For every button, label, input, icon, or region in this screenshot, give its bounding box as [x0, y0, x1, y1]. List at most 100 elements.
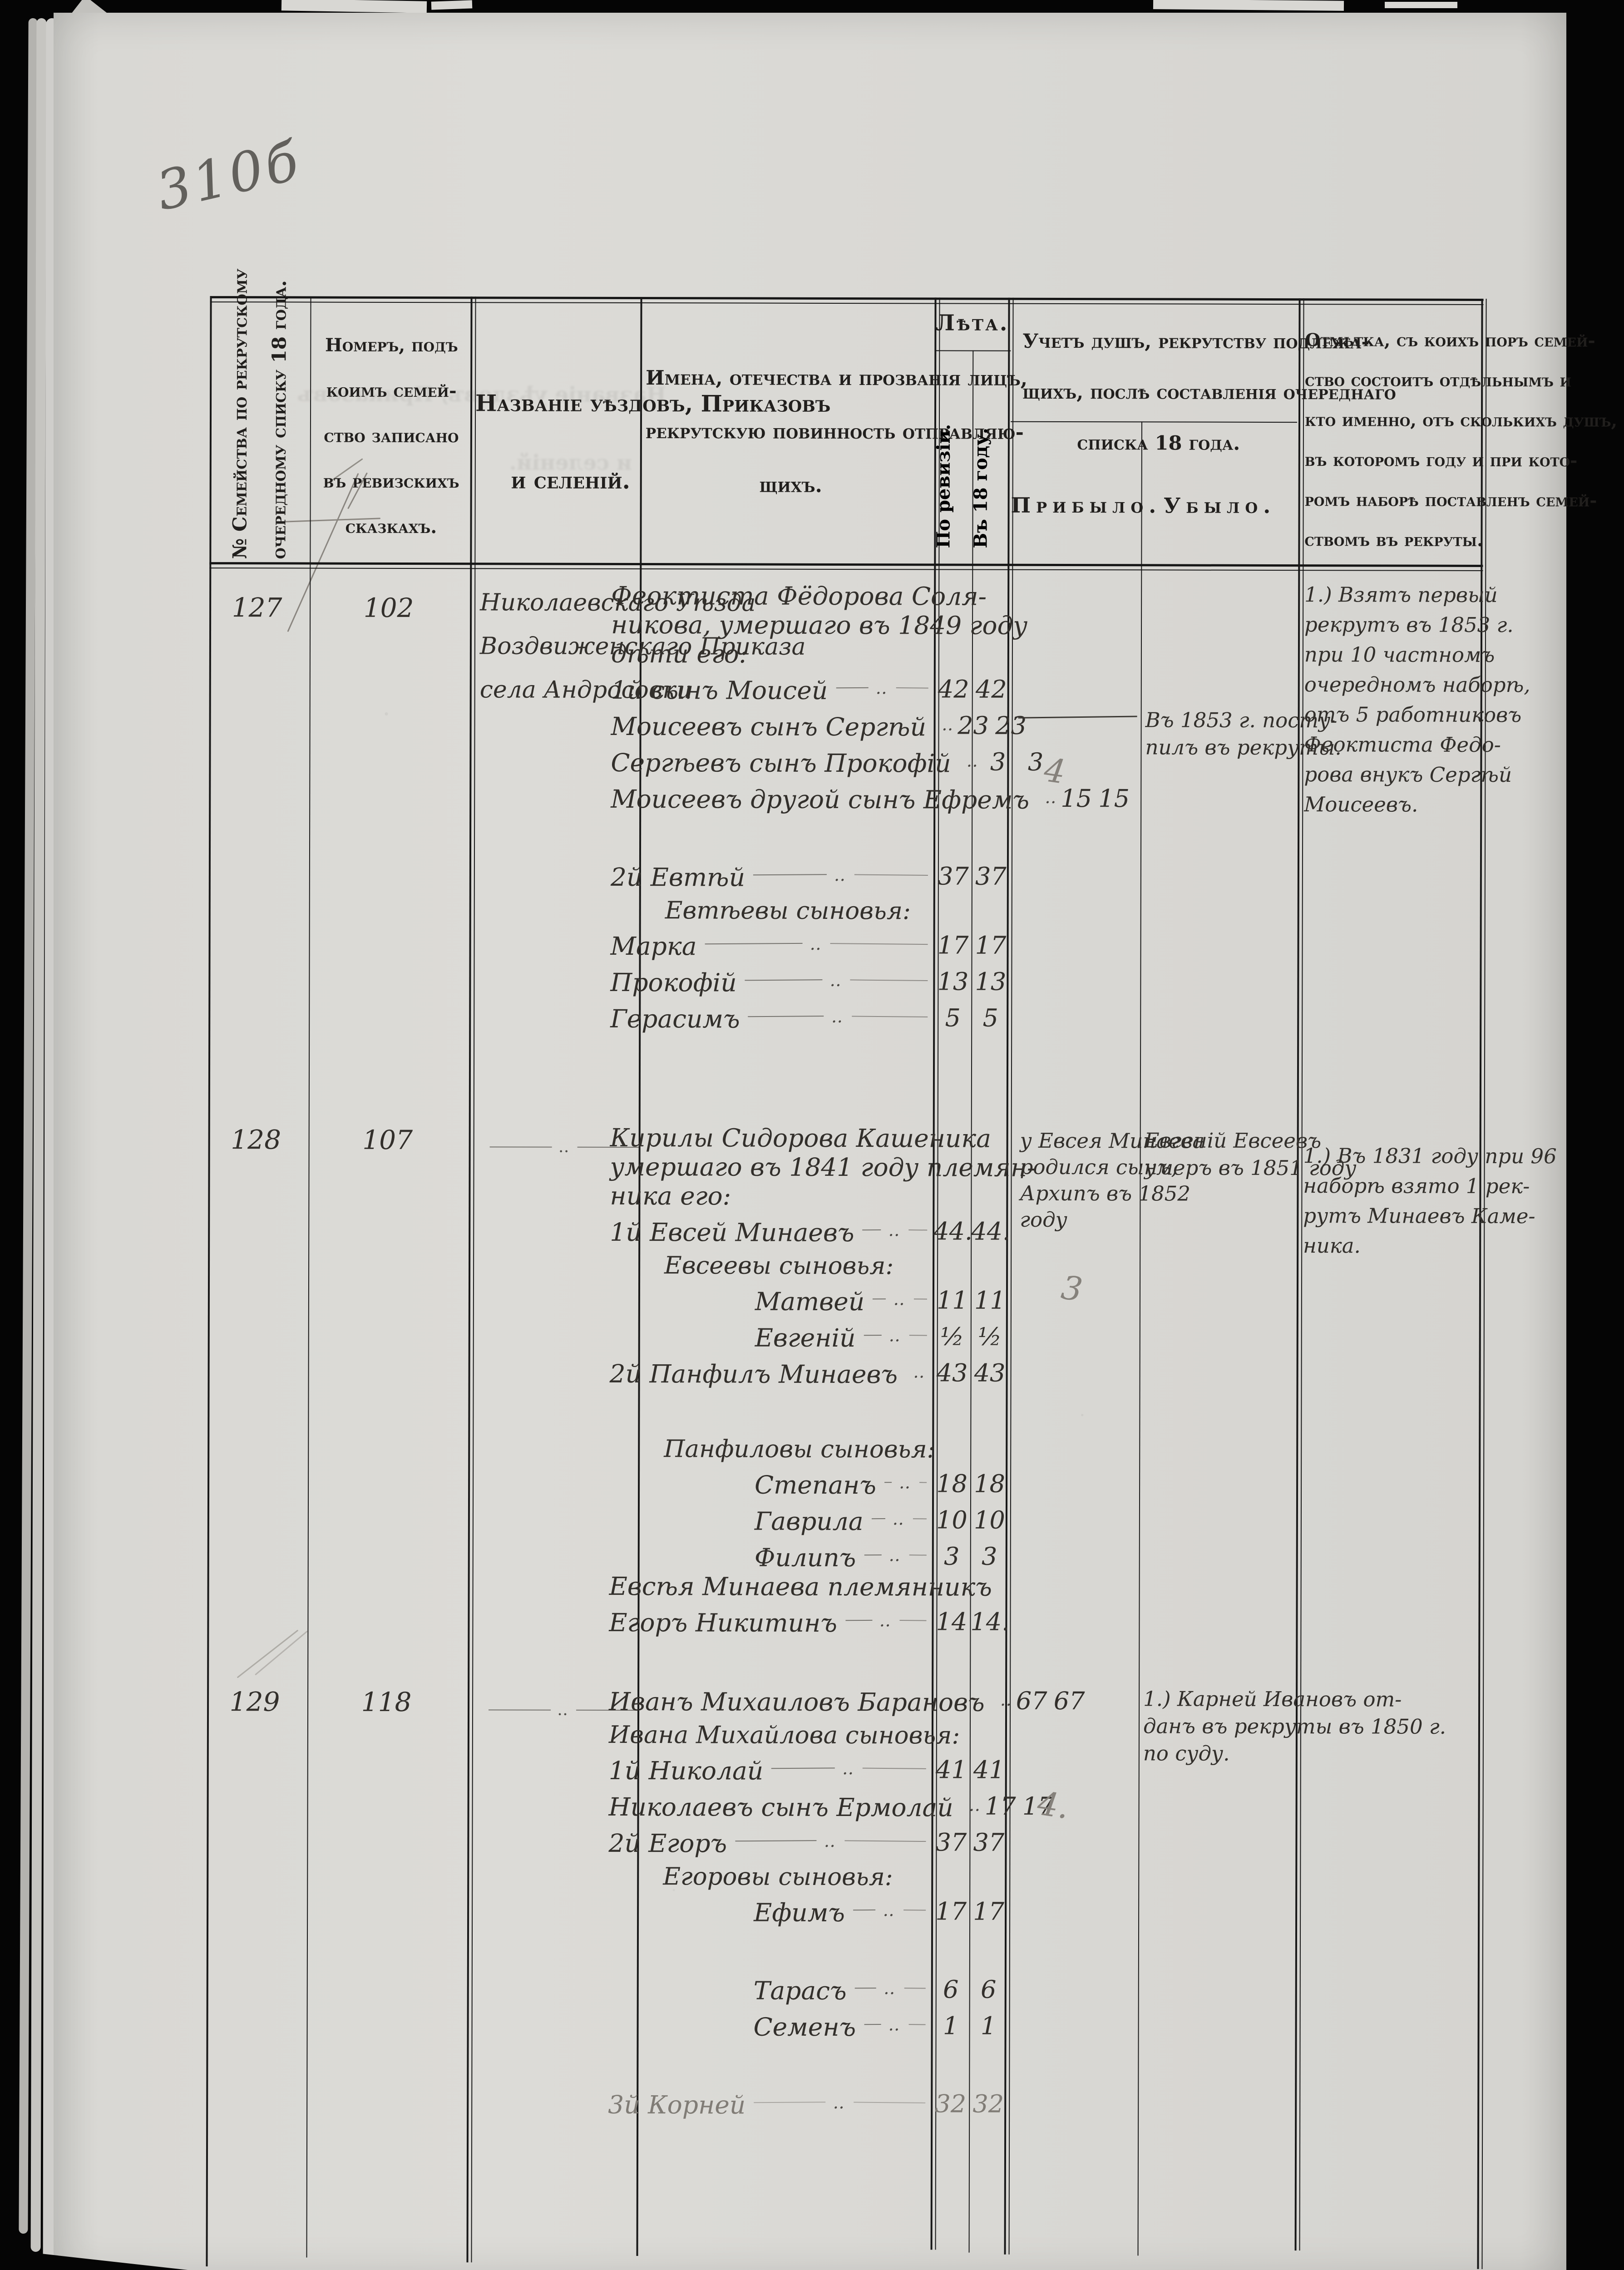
person-name: Евгеній: [755, 1323, 856, 1353]
remark-note-line: Феоктиста Федо-: [1304, 732, 1501, 757]
arrived-dash: [1018, 716, 1137, 719]
remark-note-line: наборѣ взято 1 рек-: [1303, 1174, 1530, 1199]
entry-text: никова, умершаго въ 1849 году: [611, 610, 1028, 640]
family-block: 129 118 ‥ Иванъ Михаиловъ Барановъ ‥ 67 67 Иван…: [206, 1676, 1481, 2269]
age-in-year: 37: [973, 1828, 1005, 1857]
age-by-revision: 3: [944, 1542, 960, 1571]
entry-text: дѣти его:: [611, 639, 748, 669]
age-by-revision: 11: [937, 1286, 968, 1315]
entry-text: умершаго въ 1841 году племян-: [610, 1152, 1036, 1182]
header-line: ство записано: [324, 425, 459, 447]
table-line: [209, 562, 1483, 567]
age-in-year: 37: [975, 862, 1007, 891]
entry-line: Ефимъ ‥ 17 17: [608, 1890, 1007, 1928]
age-in-year: 3: [982, 1542, 997, 1571]
paper-shard: [431, 0, 473, 10]
entry-line: никова, умершаго въ 1849 году: [611, 610, 1028, 640]
age-by-revision: 42: [938, 675, 969, 704]
revision-number: 118: [361, 1686, 412, 1718]
arrived-note-line: году: [1020, 1207, 1067, 1232]
age-by-revision: ½: [940, 1322, 964, 1351]
age-by-revision: 3: [990, 747, 1006, 776]
remark-note-line: рутъ Минаевъ Каме-: [1303, 1204, 1535, 1229]
entry-line: Феоктиста Фёдорова Соля-: [611, 581, 1010, 611]
person-name: 2й Евтѣй: [610, 862, 745, 892]
dot-leader: ‥: [871, 1509, 927, 1529]
header-line: ромъ наборѣ поставленъ семей-: [1304, 489, 1597, 511]
age-in-year: 43: [974, 1358, 1006, 1387]
person-name: 1й сынъ Моисей: [611, 675, 828, 705]
age-by-revision: 18: [936, 1469, 968, 1498]
pencil-tally: 4.: [1035, 1784, 1071, 1826]
age-by-revision: 67: [1016, 1686, 1047, 1715]
remark-note: 1.) Въ 1831 году при 96 наборѣ взято 1 ре…: [1303, 1141, 1557, 1261]
remark-note-line: рекрутъ въ 1853 г.: [1304, 612, 1514, 637]
person-name: Филипъ: [754, 1543, 856, 1573]
person-name: Марка: [610, 931, 697, 961]
dot-leader: ‥: [934, 714, 963, 735]
header-line: Учетъ душъ, рекрутству подлежа-: [1022, 330, 1370, 354]
entry-line: Николаевъ сынъ Ермолай ‥ 17 17: [609, 1785, 1054, 1822]
dot-leader: ‥: [1037, 787, 1066, 807]
paper-shard: [1385, 2, 1457, 8]
age-by-revision: 23: [958, 711, 989, 740]
header-line: сказкахъ.: [345, 516, 437, 538]
age-in-year: 17: [975, 931, 1007, 960]
age-by-revision: 15: [1061, 784, 1092, 813]
age-by-revision: 32: [935, 2089, 967, 2118]
header-names-column: Имена, отечества и прозванія лицъ, рекрут…: [645, 351, 1028, 513]
folio-number: 310б: [150, 128, 307, 223]
departed-note-line: умеръ въ 1851 году: [1144, 1155, 1357, 1180]
person-name: 1й Евсей Минаевъ: [610, 1217, 854, 1248]
entry-line: Моисеевъ другой сынъ Ефремъ ‥ 15 15: [611, 777, 1130, 814]
header-departed-column: Убыло.: [1163, 493, 1276, 518]
entry-line: 2й Евтѣй ‥ 37 37: [611, 855, 1010, 893]
document-page: 310б Названіе уѣздовъ, Приказовъ и селені…: [54, 13, 1617, 2270]
age-by-revision: 17: [937, 931, 969, 960]
dot-leader: ‥: [864, 1325, 927, 1345]
header-line: Имена, отечества и прозванія лицъ,: [646, 366, 1028, 390]
remark-note-line: при 10 частномъ: [1304, 642, 1495, 667]
age-by-revision: 37: [937, 862, 969, 891]
person-name: 2й Егоръ: [608, 1828, 727, 1858]
paper-shard: [281, 0, 427, 13]
entry-line: Семенъ ‥ 1 1: [608, 2005, 1007, 2042]
age-in-year: 18: [974, 1469, 1006, 1498]
remark-note-line: 1.) Въ 1831 году при 96: [1303, 1144, 1557, 1169]
age-in-year: 17: [973, 1897, 1005, 1926]
entry-line: Гаврила ‥ 10 10: [609, 1499, 1008, 1536]
header-line: Отмѣтка, съ коихъ поръ семей-: [1305, 330, 1595, 351]
departed-note: Евгеній Евсеевъ умеръ въ 1851 году: [1144, 1127, 1357, 1182]
entry-line: Евгеній ‥ ½ ½: [610, 1316, 1009, 1353]
remark-note-line: ника.: [1303, 1234, 1361, 1258]
entry-line: Егоръ Никитинъ ‥ 14 14.: [609, 1601, 1009, 1638]
entry-text: Панфиловы сыновья:: [664, 1435, 935, 1464]
person-name: Матвей: [755, 1287, 865, 1317]
age-in-year: 15: [1098, 784, 1130, 813]
header-line: № Семейства по рекрутскому: [228, 268, 252, 559]
header-remark-column: Отмѣтка, съ коихъ поръ семей-ство состои…: [1304, 320, 1617, 560]
person-name: Моисеевъ другой сынъ Ефремъ: [611, 784, 1030, 814]
person-name: Семенъ: [753, 2012, 856, 2042]
header-line: ствомъ въ рекруты.: [1304, 529, 1483, 551]
entry-text: Кирилы Сидорова Кашеника: [610, 1123, 992, 1153]
remark-note-line: Моисеевъ.: [1304, 792, 1418, 817]
age-by-revision: 14: [936, 1607, 967, 1636]
remark-note-line: 1.) Взятъ первый: [1304, 582, 1498, 607]
ledger-table: Названіе уѣздовъ, Приказовъ и селеній. № …: [206, 268, 1617, 2270]
person-name: 2й Панфилъ Минаевъ: [609, 1359, 898, 1389]
header-location-column: Названіе уѣздовъ, Приказовъ и селеній.: [475, 365, 830, 519]
entry-line: Сергѣевъ сынъ Прокофій ‥ 3 3: [611, 741, 1043, 778]
dot-leader: ‥: [836, 678, 928, 698]
arrived-note-line: родился сынъ,: [1020, 1155, 1178, 1179]
departed-note: 1.) Карней Ивановъ от-данъ въ рекруты въ…: [1143, 1685, 1446, 1767]
entry-line: Матвей ‥ 11 11: [610, 1279, 1009, 1317]
entry-line: Иванъ Михаиловъ Барановъ ‥ 67 67: [609, 1680, 1085, 1717]
pencil-tally: 3: [1059, 1268, 1085, 1309]
entry-line: 1й Николай ‥ 41 41: [609, 1749, 1008, 1786]
header-line: рекрутскую повинность отправляю-: [645, 420, 1024, 444]
family-number: 128: [231, 1124, 281, 1155]
age-by-revision: 6: [943, 1975, 959, 2004]
entry-line: умершаго въ 1841 году племян-: [610, 1152, 1036, 1182]
entry-line: 1й сынъ Моисей ‥ 42 42: [611, 668, 1010, 706]
